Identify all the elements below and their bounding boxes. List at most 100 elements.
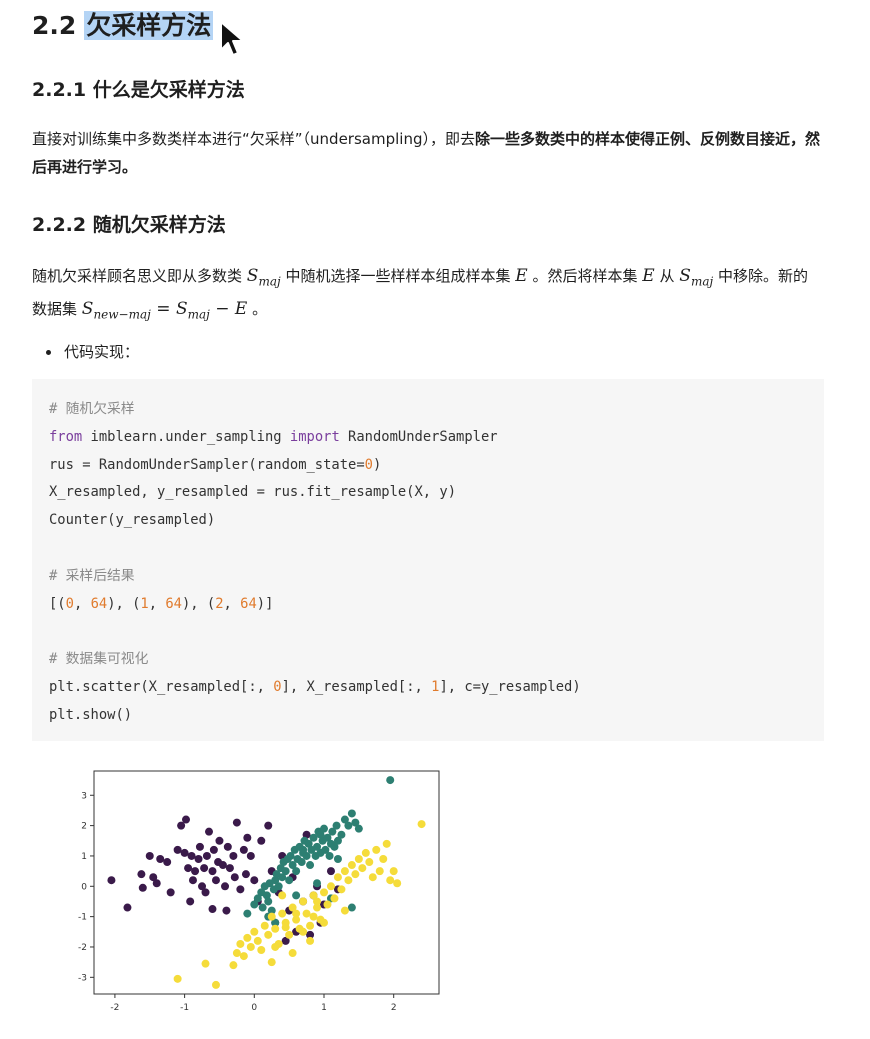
paragraph-1-text: 直接对训练集中多数类样本进行“欠采样”（undersampling），即去 — [32, 130, 475, 148]
scatter-point-class-1 — [323, 833, 332, 842]
scatter-point-class-1 — [281, 867, 290, 876]
scatter-point-class-0 — [221, 882, 230, 891]
scatter-point-class-2 — [313, 897, 322, 906]
scatter-point-class-2 — [393, 879, 402, 888]
scatter-point-class-1 — [271, 876, 280, 885]
x-tick-label: 1 — [321, 1003, 327, 1013]
scatter-point-class-0 — [123, 903, 132, 912]
scatter-point-class-0 — [264, 821, 273, 830]
scatter-point-class-1 — [278, 873, 287, 882]
scatter-point-class-0 — [239, 845, 248, 854]
scatter-point-class-2 — [351, 870, 360, 879]
scatter-point-class-0 — [187, 851, 196, 860]
code-comment-1: # 随机欠采样 — [49, 401, 135, 417]
code-line-show: plt.show() — [49, 706, 133, 723]
code-line-fit: X_resampled, y_resampled = rus.fit_resam… — [49, 484, 457, 501]
code-comment-2: # 采样后结果 — [49, 567, 135, 584]
scatter-point-class-0 — [208, 867, 217, 876]
scatter-point-class-1 — [274, 882, 283, 891]
scatter-point-class-2 — [379, 854, 388, 863]
scatter-point-class-2 — [358, 864, 367, 873]
scatter-point-class-1 — [316, 830, 325, 839]
code-comment-3: # 数据集可视化 — [49, 651, 149, 668]
scatter-point-class-2 — [173, 974, 182, 983]
scatter-point-class-2 — [323, 900, 332, 909]
code-line-result: [(0, 64), (1, 64), (2, 64)] — [49, 595, 274, 612]
scatter-plot: -2 -1 0 1 2 3 2 1 0 -1 -2 -3 — [62, 760, 442, 1024]
scatter-point-class-2 — [368, 873, 377, 882]
scatter-point-class-0 — [137, 870, 146, 879]
scatter-point-class-1 — [306, 861, 315, 870]
scatter-point-class-2 — [246, 942, 255, 951]
scatter-point-class-2 — [288, 903, 297, 912]
scatter-point-class-1 — [321, 845, 330, 854]
scatter-point-class-1 — [250, 900, 259, 909]
scatter-point-class-1 — [333, 854, 342, 863]
section-title-text[interactable]: 欠采样方法 — [84, 11, 214, 40]
scatter-point-class-2 — [257, 946, 266, 955]
scatter-point-class-2 — [201, 959, 210, 968]
scatter-point-class-2 — [306, 921, 315, 930]
p2-c: 。然后将样本集 — [532, 267, 638, 285]
p2-b: 中随机选择一些样样本组成样本集 — [285, 267, 511, 285]
scatter-point-class-2 — [232, 949, 241, 958]
scatter-point-class-2 — [313, 903, 322, 912]
y-tick-label: 2 — [81, 822, 87, 832]
scatter-point-class-0 — [194, 854, 203, 863]
math-equation: Snew−maj = Smaj − E — [81, 299, 248, 322]
scatter-point-class-0 — [195, 842, 204, 851]
y-tick-label: 3 — [81, 791, 87, 801]
scatter-point-class-0 — [163, 858, 172, 867]
scatter-point-class-1 — [253, 894, 262, 903]
scatter-point-class-0 — [229, 851, 238, 860]
scatter-point-class-2 — [250, 927, 259, 936]
scatter-point-class-2 — [354, 854, 363, 863]
scatter-point-class-2 — [239, 952, 248, 961]
scatter-point-class-0 — [236, 885, 245, 894]
scatter-point-class-2 — [292, 915, 301, 924]
section-title: 2.2 欠采样方法 — [32, 8, 214, 44]
p2-a: 随机欠采样顾名思义即从多数类 — [32, 267, 243, 285]
bullet-code-impl: 代码实现： — [32, 340, 139, 364]
scatter-point-class-1 — [309, 833, 318, 842]
y-tick-label: 1 — [81, 852, 87, 862]
y-tick-label: -3 — [78, 973, 87, 983]
scatter-point-class-1 — [347, 809, 356, 818]
scatter-point-class-2 — [333, 873, 342, 882]
paragraph-1-bold: 除一些多数类中的样本使得正例、反例数目接近，然后再进行学习。 — [32, 130, 820, 176]
scatter-point-class-2 — [288, 949, 297, 958]
code-block[interactable]: # 随机欠采样 from imblearn.under_sampling impo… — [32, 379, 824, 741]
scatter-point-class-1 — [332, 821, 341, 830]
scatter-point-class-1 — [288, 861, 297, 870]
scatter-point-class-2 — [253, 936, 262, 945]
scatter-point-class-0 — [182, 815, 190, 824]
scatter-point-class-2 — [389, 867, 398, 876]
scatter-point-class-2 — [417, 820, 426, 829]
scatter-point-class-2 — [309, 891, 318, 900]
scatter-point-class-2 — [375, 867, 384, 876]
code-line-counter: Counter(y_resampled) — [49, 512, 216, 529]
scatter-point-class-2 — [320, 918, 328, 927]
scatter-point-class-1 — [320, 824, 328, 833]
scatter-point-class-2 — [320, 888, 328, 897]
math-e-2: E — [642, 266, 655, 286]
scatter-point-class-2 — [299, 897, 308, 906]
math-e: E — [515, 266, 528, 286]
scatter-point-class-1 — [330, 842, 339, 851]
scatter-point-class-0 — [173, 845, 182, 854]
scatter-point-class-0 — [246, 851, 255, 860]
scatter-point-class-0 — [218, 861, 227, 870]
scatter-point-class-0 — [232, 818, 241, 827]
scatter-point-class-1 — [337, 830, 346, 839]
scatter-point-class-2 — [271, 924, 280, 933]
scatter-point-class-1 — [286, 851, 295, 860]
scatter-point-class-2 — [281, 923, 290, 932]
scatter-point-class-1 — [344, 821, 353, 830]
scatter-point-class-0 — [230, 873, 239, 882]
x-tick-label: 0 — [251, 1003, 257, 1013]
scatter-point-class-2 — [267, 912, 276, 921]
scatter-point-class-2 — [330, 894, 339, 903]
code-line-blank-2 — [49, 618, 824, 646]
scatter-point-class-1 — [271, 918, 280, 927]
scatter-point-class-1 — [325, 851, 334, 860]
